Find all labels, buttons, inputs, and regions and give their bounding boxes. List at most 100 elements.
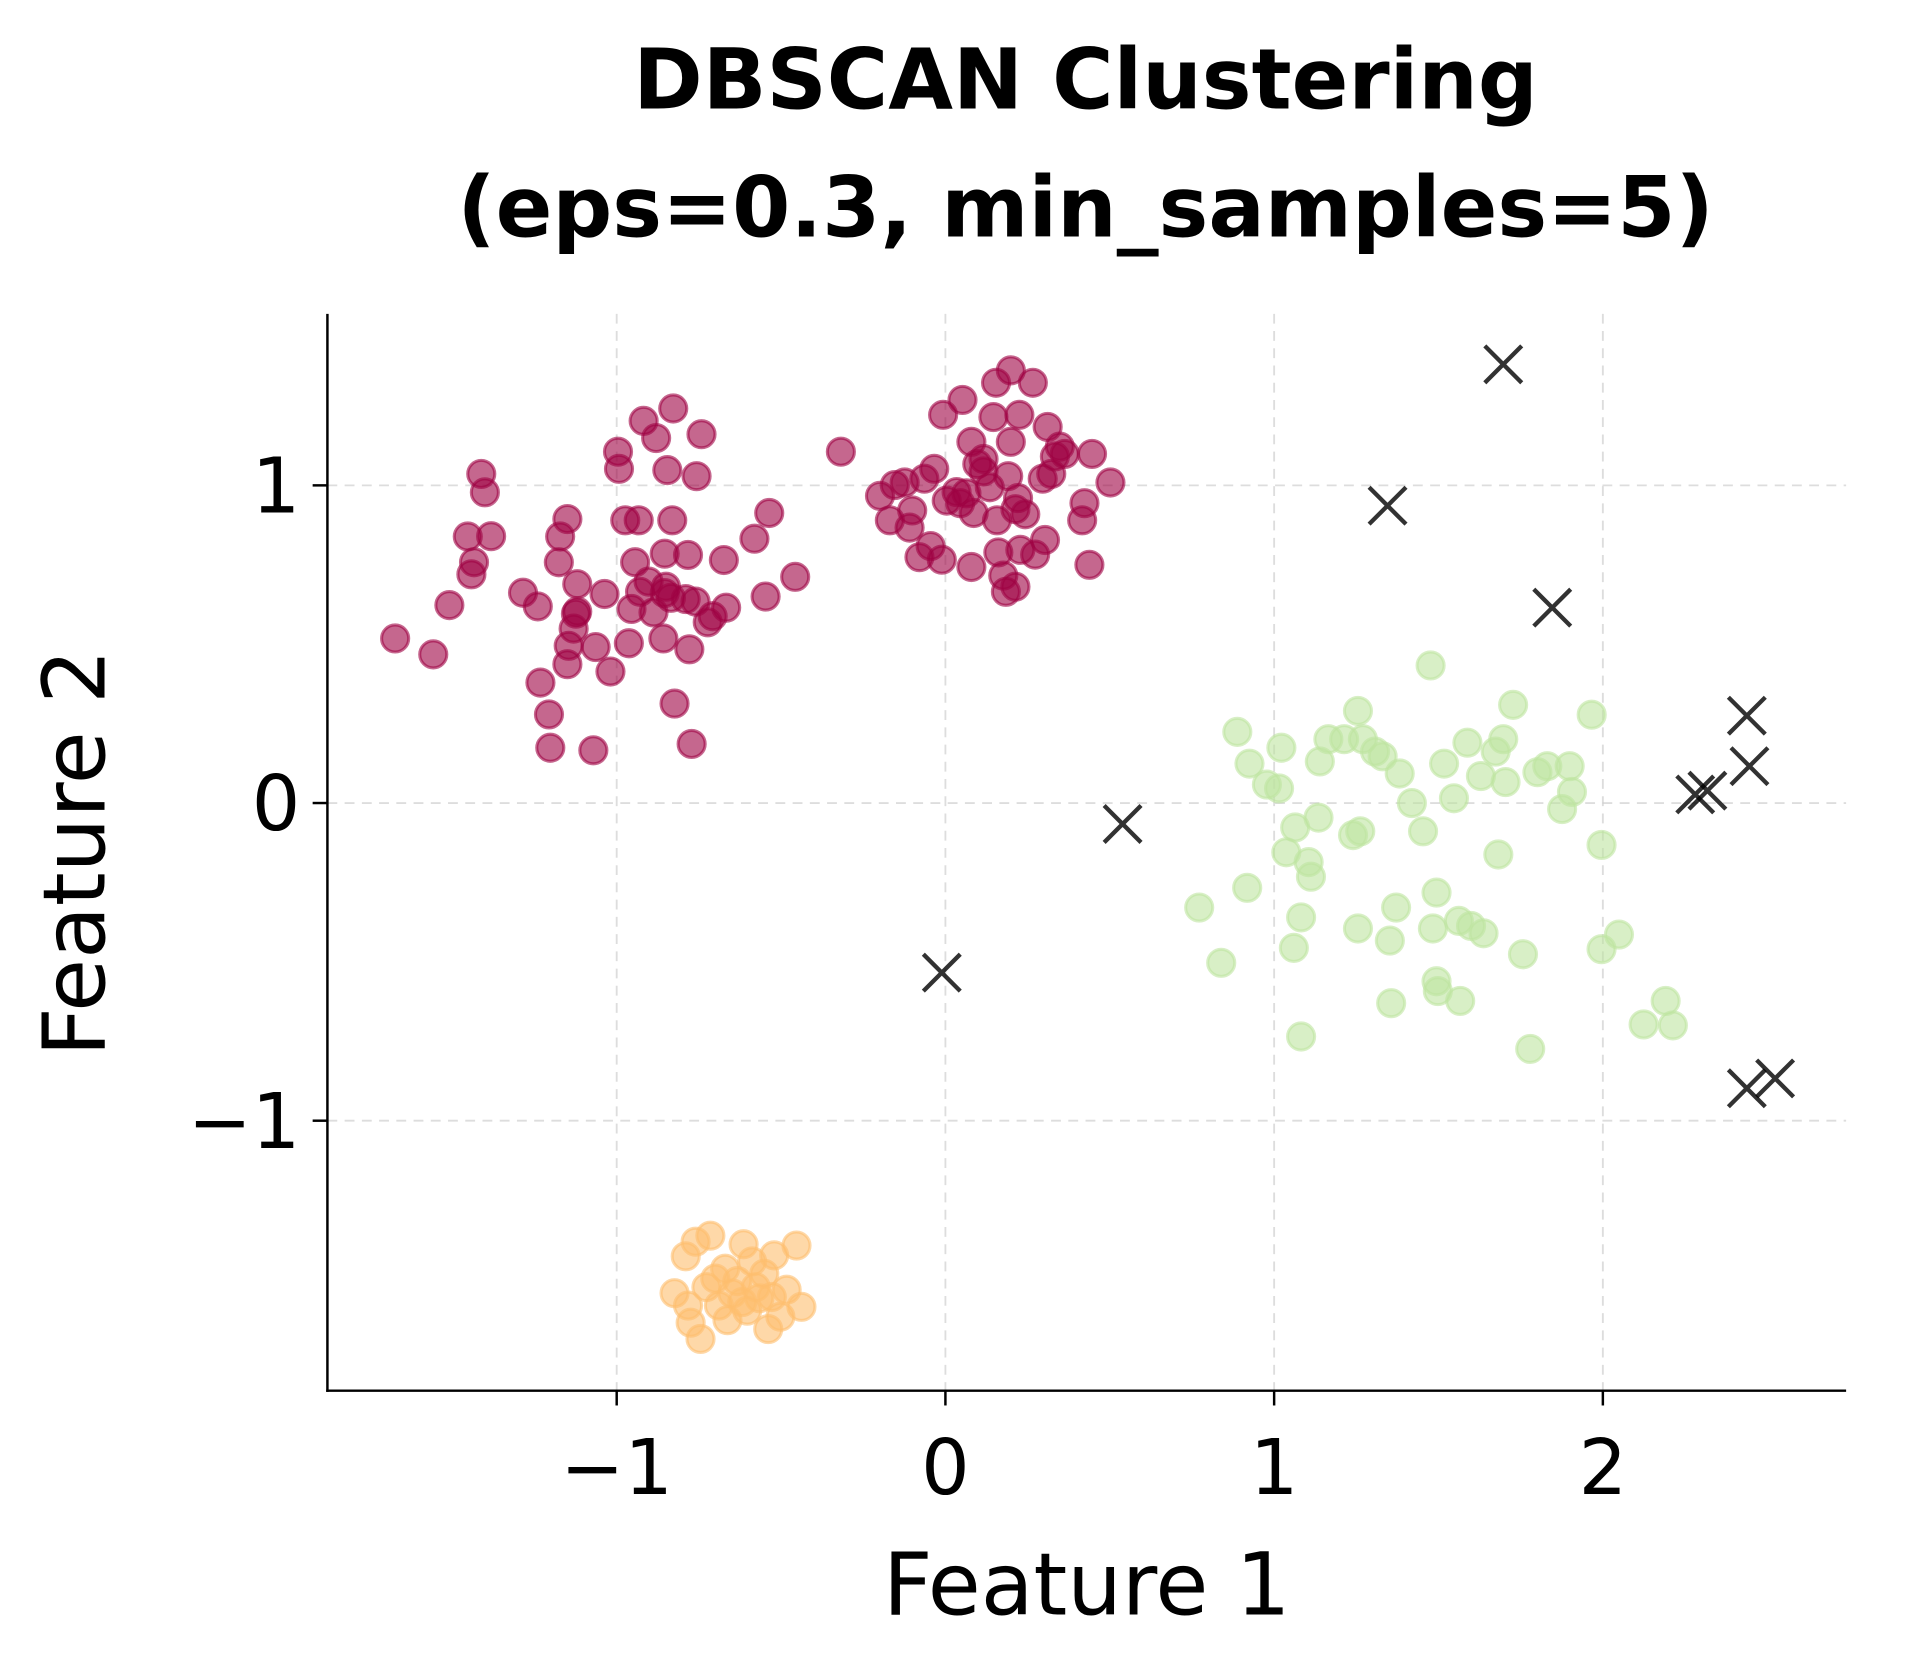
cluster-point: [686, 419, 717, 450]
cluster-point: [919, 453, 950, 484]
cluster-point: [562, 569, 593, 600]
cluster-point: [780, 561, 811, 592]
noise-point-marker: [1726, 1068, 1767, 1109]
cluster-point: [522, 591, 553, 622]
cluster-point: [543, 547, 574, 578]
cluster-point: [1421, 877, 1452, 908]
cluster-point: [1074, 549, 1105, 580]
cluster-point: [1376, 988, 1407, 1019]
cluster-point: [1438, 783, 1470, 814]
cluster-point: [476, 521, 507, 552]
cluster-point: [1067, 505, 1098, 536]
noise-point-marker: [1755, 1058, 1796, 1099]
cluster-point: [727, 1287, 758, 1318]
cluster-point: [1556, 776, 1588, 807]
cluster-point: [1286, 1021, 1317, 1052]
cluster-point: [1452, 727, 1483, 758]
noise-point-marker: [921, 952, 962, 993]
cluster-point: [1384, 758, 1415, 789]
cluster-point: [659, 688, 690, 719]
cluster-point: [1445, 985, 1476, 1017]
cluster-point: [756, 1281, 787, 1313]
cluster-point: [1554, 751, 1585, 782]
cluster-point: [552, 503, 583, 535]
cluster-point: [1490, 766, 1521, 798]
cluster-point: [1004, 399, 1035, 430]
cluster-point: [434, 590, 465, 621]
cluster-point: [739, 523, 770, 554]
cluster-point: [613, 628, 644, 659]
noise-point-marker: [1675, 774, 1716, 815]
x-tick-label: 0: [921, 1423, 970, 1512]
cluster-point: [1303, 802, 1334, 833]
cluster-point: [674, 634, 705, 665]
cluster-point: [1286, 902, 1317, 933]
noise-point-marker: [1532, 587, 1573, 628]
cluster-point: [825, 436, 856, 467]
cluster-point: [1029, 524, 1061, 556]
cluster-point: [1468, 918, 1499, 949]
cluster-point: [695, 1220, 726, 1251]
cluster-point: [418, 639, 449, 670]
cluster-point: [641, 422, 672, 454]
cluster-point: [1657, 1010, 1688, 1041]
cluster-point: [589, 578, 620, 610]
cluster-point: [657, 505, 688, 536]
noise-point-marker: [1729, 746, 1770, 787]
cluster-point: [1576, 699, 1607, 730]
noise-point-marker: [1726, 695, 1767, 736]
noise-point-marker: [1687, 770, 1728, 811]
cluster-point: [1049, 438, 1080, 469]
cluster-point: [1000, 571, 1031, 602]
cluster-point: [947, 384, 978, 415]
chart-title-line-2: (eps=0.3, min_samples=5): [457, 158, 1713, 256]
cluster-point: [1507, 939, 1539, 970]
cluster-point: [897, 495, 928, 526]
cluster-point: [1222, 716, 1253, 747]
cluster-point: [1628, 1009, 1659, 1040]
cluster-point: [700, 1263, 731, 1294]
plot-area: [380, 344, 1796, 1355]
cluster-point: [1407, 816, 1439, 847]
cluster-point: [1381, 892, 1412, 923]
series-1: [659, 1220, 817, 1355]
cluster-point: [1650, 985, 1681, 1017]
cluster-point: [658, 393, 689, 424]
noise-point-marker: [1102, 804, 1143, 844]
cluster-point: [1295, 861, 1327, 892]
series-2: [1184, 650, 1688, 1064]
cluster-point: [995, 426, 1026, 457]
cluster-point: [595, 656, 626, 687]
cluster-point: [1488, 724, 1519, 755]
grid: [327, 313, 1847, 1391]
cluster-point: [711, 592, 742, 623]
cluster-point: [1278, 932, 1309, 963]
x-tick-label: −1: [560, 1423, 672, 1512]
series-0: [380, 355, 1126, 766]
cluster-point: [535, 732, 566, 763]
y-tick-label: 0: [252, 759, 301, 848]
cluster-point: [750, 581, 781, 612]
cluster-point: [781, 1230, 812, 1261]
chart-title-line-1: DBSCAN Clustering: [633, 30, 1537, 128]
cluster-point: [681, 461, 712, 492]
cluster-point: [1345, 816, 1376, 847]
cluster-point: [533, 699, 565, 730]
cluster-point: [1465, 760, 1496, 792]
series-3: [921, 344, 1796, 1109]
cluster-point: [648, 623, 679, 654]
cluster-point: [1586, 829, 1617, 861]
cluster-point: [602, 436, 634, 467]
noise-point-marker: [1483, 344, 1524, 385]
cluster-point: [1234, 748, 1265, 779]
cluster-point: [978, 401, 1009, 433]
cluster-point: [558, 613, 589, 644]
x-tick-label: 1: [1250, 1423, 1299, 1512]
cluster-point: [1483, 839, 1514, 870]
cluster-point: [1374, 925, 1405, 956]
cluster-point: [676, 728, 707, 760]
cluster-point: [956, 551, 987, 583]
cluster-point: [1498, 689, 1529, 720]
cluster-point: [1184, 892, 1215, 923]
